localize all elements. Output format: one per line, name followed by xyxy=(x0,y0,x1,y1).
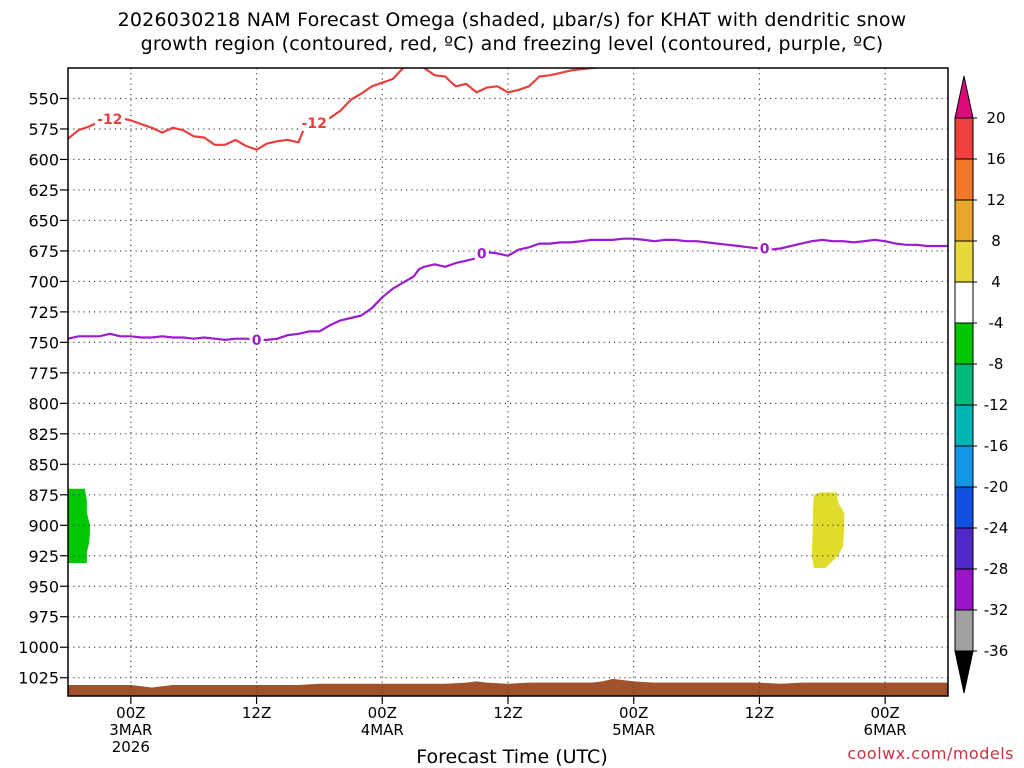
y-tick-label: 725 xyxy=(28,303,59,322)
contour-label-bg xyxy=(299,114,330,131)
x-axis-label: Forecast Time (UTC) xyxy=(416,746,608,768)
colorbar-label: -32 xyxy=(984,601,1009,619)
y-tick-label: 1025 xyxy=(18,669,59,688)
contour-label-bg xyxy=(249,331,264,348)
title-line-1: 2026030218 NAM Forecast Omega (shaded, μ… xyxy=(117,9,907,31)
colorbar-swatch xyxy=(954,322,974,365)
x-tick-label: 00Z xyxy=(368,704,397,722)
colorbar-swatch xyxy=(954,363,974,406)
colorbar-swatch xyxy=(954,609,974,652)
y-tick-label: 575 xyxy=(28,120,59,139)
contour-label: 0 xyxy=(760,241,770,257)
y-tick-label: 900 xyxy=(28,516,59,535)
x-tick-label: 00Z xyxy=(619,704,648,722)
colorbar-under-arrow xyxy=(954,650,974,694)
x-tick-label: 00Z xyxy=(116,704,145,722)
contour-label: -12 xyxy=(302,116,327,132)
y-tick-label: 600 xyxy=(28,150,59,169)
colorbar-swatch xyxy=(954,281,974,324)
shaded-region-0 xyxy=(68,488,90,564)
y-tick-label: 800 xyxy=(28,394,59,413)
x-tick-label: 5MAR xyxy=(612,721,655,739)
x-tick-label: 12Z xyxy=(493,704,522,722)
y-tick-label: 675 xyxy=(28,242,59,261)
contour-line-1 xyxy=(68,237,948,341)
contour-label-bg xyxy=(474,245,489,262)
shaded-regions xyxy=(68,488,948,696)
shaded-region-1 xyxy=(811,492,845,568)
contour-label: 0 xyxy=(252,333,262,349)
contour-label-bg xyxy=(757,240,772,257)
y-tick-label: 925 xyxy=(28,547,59,566)
colorbar-swatch xyxy=(954,117,974,160)
credit-text: coolwx.com/models xyxy=(847,744,1014,763)
contour-label-bg xyxy=(94,111,125,128)
x-tick-label: 12Z xyxy=(745,704,774,722)
grid xyxy=(68,68,948,696)
colorbar-label: -36 xyxy=(984,642,1009,660)
title-line-2: growth region (contoured, red, ºC) and f… xyxy=(140,33,884,55)
colorbar-label: 20 xyxy=(986,109,1005,127)
colorbar-swatch xyxy=(954,527,974,570)
colorbar-label: -20 xyxy=(984,478,1009,496)
y-axis: 550 575 600 625 650 675 700 725 750 775 800 825 850 8… xyxy=(18,89,68,688)
y-tick-label: 950 xyxy=(28,577,59,596)
chart-title: 2026030218 NAM Forecast Omega (shaded, μ… xyxy=(0,8,1024,56)
x-tick-label: 6MAR xyxy=(864,721,907,739)
y-tick-label: 650 xyxy=(28,211,59,230)
y-tick-label: 975 xyxy=(28,608,59,627)
colorbar-swatch xyxy=(954,486,974,529)
y-tick-label: 625 xyxy=(28,181,59,200)
y-tick-label: 550 xyxy=(28,89,59,108)
y-tick-label: 875 xyxy=(28,486,59,505)
y-tick-label: 750 xyxy=(28,333,59,352)
colorbar-swatch xyxy=(954,199,974,242)
x-tick-label: 2026 xyxy=(112,738,150,756)
colorbar-label: -12 xyxy=(984,396,1009,414)
colorbar-label: -8 xyxy=(989,355,1004,373)
colorbar-label: -16 xyxy=(984,437,1009,455)
x-tick-label: 00Z xyxy=(870,704,899,722)
x-tick-label: 12Z xyxy=(242,704,271,722)
colorbar-label: 16 xyxy=(986,150,1005,168)
contour-line-0 xyxy=(68,68,602,151)
y-tick-label: 850 xyxy=(28,455,59,474)
colorbar-label: -28 xyxy=(984,560,1009,578)
colorbar-label: 4 xyxy=(991,273,1001,291)
colorbar-label: -24 xyxy=(984,519,1009,537)
colorbar-swatch xyxy=(954,568,974,611)
colorbar-over-arrow xyxy=(954,75,974,119)
x-tick-label: 4MAR xyxy=(361,721,404,739)
colorbar: 20 16 12 8 4 -4 -8 -12 -16 -20 -24 -28 -32 -36 xyxy=(954,75,1009,694)
contour-label: -12 xyxy=(97,112,122,128)
y-tick-label: 775 xyxy=(28,364,59,383)
colorbar-swatch xyxy=(954,158,974,201)
y-tick-label: 825 xyxy=(28,425,59,444)
y-tick-label: 1000 xyxy=(18,638,59,657)
contour-label: 0 xyxy=(477,246,487,262)
colorbar-swatch xyxy=(954,445,974,488)
contour-lines: -12 -12 0 0 0 xyxy=(68,68,948,349)
colorbar-swatch xyxy=(954,240,974,283)
colorbar-label: -4 xyxy=(989,314,1004,332)
y-tick-label: 700 xyxy=(28,272,59,291)
colorbar-label: 8 xyxy=(991,232,1001,250)
colorbar-label: 12 xyxy=(986,191,1005,209)
x-tick-label: 3MAR xyxy=(109,721,152,739)
colorbar-swatch xyxy=(954,404,974,447)
